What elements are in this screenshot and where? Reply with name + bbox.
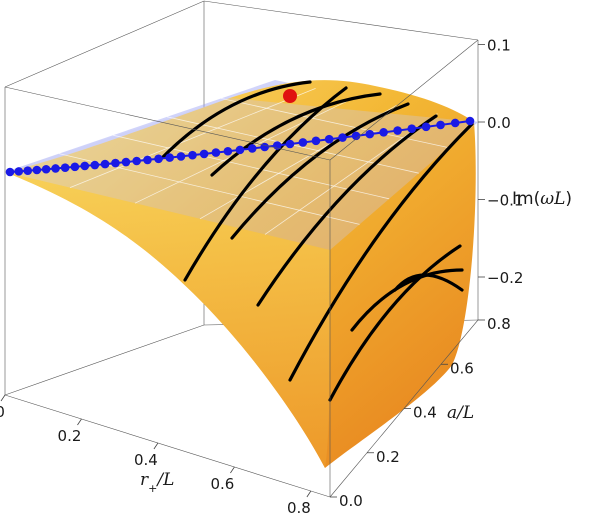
blue-curve-point [132, 156, 141, 166]
z-tick-label: 0.1 [487, 37, 511, 55]
blue-curve-point [351, 131, 361, 141]
z-axis-label: Im(ωL) [512, 189, 572, 209]
blue-curve-point [60, 163, 70, 172]
blue-curve-point [100, 159, 110, 169]
x-tick-label: 0.2 [58, 427, 82, 445]
x-tick-mark [306, 490, 312, 498]
blue-curve-point [80, 161, 90, 171]
blue-curve-point [41, 164, 51, 174]
plane-grid-line [112, 134, 390, 200]
x-tick-mark [230, 466, 235, 474]
blue-curve-point [211, 148, 221, 157]
blue-curve [5, 116, 475, 177]
plane-grid-line [69, 88, 316, 188]
blue-curve-point [51, 164, 60, 173]
blue-curve-line [9, 120, 471, 173]
blue-curve-point [450, 118, 460, 128]
y-tick-label: 0.0 [339, 492, 363, 510]
blue-curve-point [235, 145, 245, 155]
blue-curve-point [324, 134, 334, 144]
y-axis-ticks: 0.0 0.2 0.4 0.6 0.8 [330, 315, 511, 510]
x-tick-mark [0, 394, 6, 402]
y-tick-label: 0.2 [376, 448, 400, 466]
x-tick-label: 0.8 [287, 499, 311, 515]
z-tick-label: −0.2 [487, 269, 523, 287]
x-tick-label: 0.4 [134, 451, 158, 469]
blue-curve-point [154, 154, 163, 164]
blue-curve-point [298, 138, 308, 147]
blue-curve-point [260, 142, 269, 152]
blue-curve-point [223, 146, 233, 156]
blue-curve-point [311, 136, 321, 146]
z-axis-ticks: 0.1 0.0 −0.1 −0.2 [478, 37, 523, 287]
blue-curve-point [188, 150, 197, 160]
plane-grid-line [220, 98, 449, 148]
black-curve [256, 114, 438, 307]
black-curve [393, 273, 464, 292]
blue-curve-point [121, 157, 131, 167]
blue-curve-point [407, 124, 417, 134]
black-curve [288, 122, 474, 382]
blue-curve-point [338, 133, 347, 142]
blue-curve-point [436, 120, 445, 130]
blue-curve-point [465, 116, 475, 126]
y-tick-label: 0.6 [450, 359, 474, 377]
blue-curve-point [5, 167, 15, 177]
x-tick-mark [77, 418, 82, 426]
blue-curve-point [421, 122, 431, 132]
blue-curve-point [247, 144, 257, 153]
x-axis-ticks: 0.0 0.2 0.4 0.6 0.8 [0, 394, 312, 515]
black-curve [210, 92, 382, 177]
z-tick-label: −0.1 [487, 192, 523, 210]
x-tick-label: 0.0 [0, 403, 5, 421]
blue-curve-point [365, 129, 375, 139]
blue-curve-point [32, 165, 42, 175]
y-tick-label: 0.4 [413, 404, 437, 422]
blue-curve-point [393, 126, 402, 135]
black-curve [230, 102, 410, 240]
y-tick-label: 0.8 [487, 315, 511, 333]
blue-curve-point [285, 139, 295, 149]
surface [5, 80, 476, 468]
black-curve [350, 268, 464, 332]
x-axis-label: r+/L [140, 470, 174, 495]
y-axis-label: a/L [447, 403, 474, 423]
blue-curve-point [90, 160, 100, 170]
blue-curve-point [14, 167, 24, 176]
x-tick-mark [153, 442, 159, 450]
x-tick-label: 0.6 [210, 475, 234, 493]
blue-curve-point [176, 152, 186, 161]
blue-curve-point [23, 166, 33, 175]
black-curve [328, 244, 462, 402]
blue-curve-point [143, 155, 152, 165]
blue-curve-point [70, 162, 80, 172]
blue-curve-point [165, 153, 174, 162]
blue-curve-point [199, 149, 209, 159]
z-tick-label: 0.0 [487, 114, 511, 132]
black-curves [158, 80, 474, 402]
red-point [283, 89, 297, 103]
black-curve [158, 80, 312, 162]
blue-curve-point [111, 158, 120, 168]
blue-curve-point [379, 128, 388, 137]
